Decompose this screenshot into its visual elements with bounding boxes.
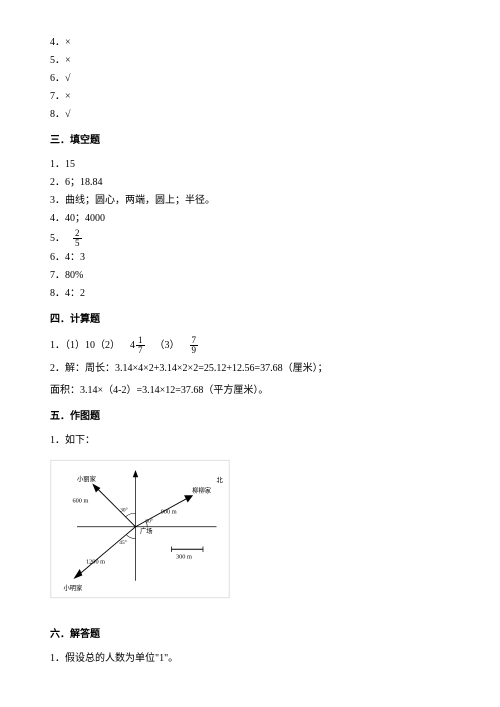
section3-title: 三．填空题	[50, 133, 450, 149]
judge-mark: √	[65, 73, 71, 84]
judge-mark: ×	[65, 55, 71, 66]
fill-item: 7．80%	[50, 268, 450, 284]
frac-den: 5	[73, 239, 82, 248]
angle-arc	[126, 513, 136, 517]
label-ne-dist: 900 m	[161, 508, 177, 515]
fill-item: 6．4：3	[50, 250, 450, 266]
label-angle1: 30°	[120, 506, 128, 513]
judge-item: 7．×	[50, 89, 450, 105]
fraction: 7 9	[190, 336, 199, 355]
label-nw: 小丽家	[77, 474, 97, 483]
label-north: 北	[217, 476, 224, 484]
judge-num: 6．	[50, 73, 65, 84]
judge-num: 4．	[50, 37, 65, 48]
label-scale: 300 m	[176, 553, 192, 560]
arrow-sw-icon	[73, 569, 82, 579]
fill-item: 5． 2 5	[50, 229, 450, 248]
mixed-whole: 4	[130, 338, 135, 354]
judge-list: 4．× 5．× 6．√ 7．× 8．√	[50, 35, 450, 123]
fill-item: 3．曲线；圆心，两端，圆上；半径。	[50, 193, 450, 209]
arrow-nw-icon	[92, 484, 100, 493]
judge-num: 8．	[50, 109, 65, 120]
q1-mid: （3）	[155, 338, 180, 354]
fill-item: 4．40；4000	[50, 211, 450, 227]
answer-q1: 1．假设总的人数为单位"1"。	[50, 651, 450, 667]
judge-num: 5．	[50, 55, 65, 66]
label-sw-dist: 1200 m	[86, 559, 105, 566]
fraction: 2 5	[73, 229, 82, 248]
section5-title: 五．作图题	[50, 409, 450, 425]
judge-mark: ×	[65, 37, 71, 48]
north-arrow-icon	[133, 470, 138, 477]
line-nw	[95, 486, 136, 527]
judge-num: 7．	[50, 91, 65, 102]
judge-item: 6．√	[50, 71, 450, 87]
fraction: 1 7	[136, 336, 145, 355]
frac-den: 9	[190, 346, 199, 355]
calc-q2: 2．解：周长：3.14×4×2+3.14×2×2=25.12+12.56=37.…	[50, 361, 450, 377]
judge-mark: √	[65, 109, 71, 120]
direction-diagram: 小丽家 600 m 柳柳家 900 m 广场 300 m 1200 m 小明家 …	[50, 459, 230, 599]
angle-arc	[127, 535, 136, 539]
label-angle3: 45°	[119, 539, 127, 546]
fill-item: 1．15	[50, 157, 450, 173]
label-center: 广场	[140, 526, 153, 535]
section4-title: 四．计算题	[50, 312, 450, 328]
line-sw	[77, 527, 136, 577]
calc-q2b: 面积：3.14×（4-2）=3.14×12=37.68（平方厘米）。	[50, 383, 450, 399]
judge-item: 5．×	[50, 53, 450, 69]
frac-den: 7	[136, 346, 145, 355]
fill-item: 2．6；18.84	[50, 175, 450, 191]
judge-item: 8．√	[50, 107, 450, 123]
fill-blank-list: 1．15 2．6；18.84 3．曲线；圆心，两端，圆上；半径。 4．40；40…	[50, 157, 450, 302]
fill-5-prefix: 5．	[50, 231, 65, 247]
label-nw-dist: 600 m	[73, 497, 89, 504]
label-ne: 柳柳家	[192, 486, 212, 495]
judge-item: 4．×	[50, 35, 450, 51]
judge-mark: ×	[65, 91, 71, 102]
fill-item: 8．4：2	[50, 286, 450, 302]
label-sw: 小明家	[64, 583, 84, 592]
q1-prefix: 1．（1）10（2）	[50, 338, 120, 354]
draw-q1: 1．如下：	[50, 433, 450, 449]
calc-q1: 1．（1）10（2） 4 1 7 （3） 7 9	[50, 336, 450, 355]
label-angle2: 30°	[145, 517, 153, 524]
section6-title: 六．解答题	[50, 627, 450, 643]
mixed-fraction: 4 1 7	[130, 336, 145, 355]
